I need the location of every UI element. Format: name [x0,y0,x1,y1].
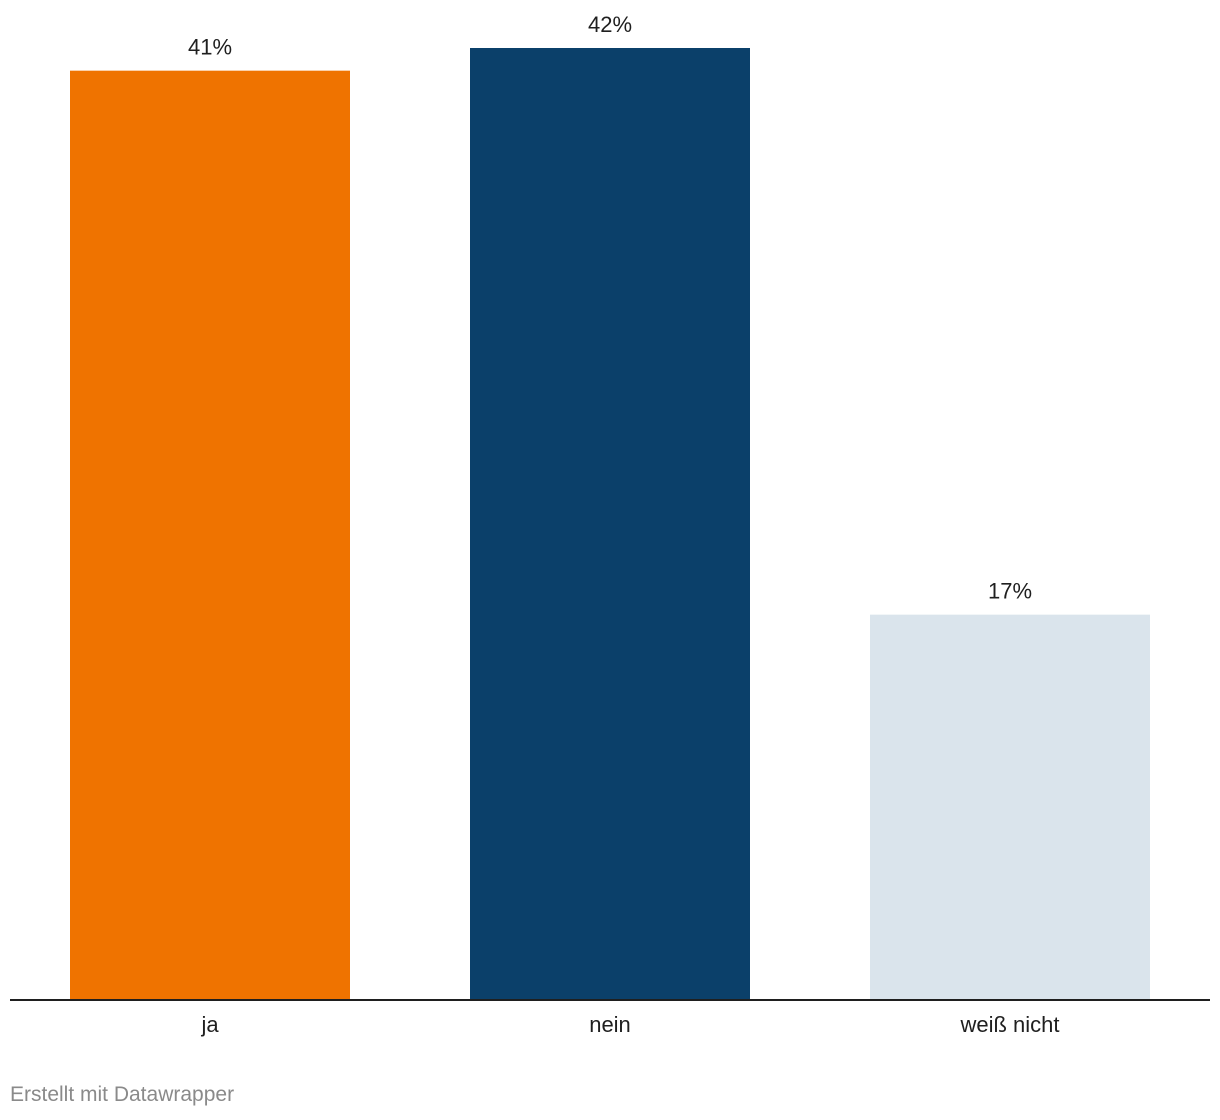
x-tick-label-1: nein [589,1012,631,1037]
value-labels-group: 41% 42% 17% [188,12,1032,604]
bar-1 [470,48,750,1000]
x-tick-label-0: ja [200,1012,219,1037]
value-label-0: 41% [188,35,232,60]
value-label-2: 17% [988,579,1032,604]
bar-0 [70,70,350,1000]
bar-2 [870,614,1150,1000]
x-tick-labels-group: ja nein weiß nicht [200,1012,1059,1037]
value-label-1: 42% [588,12,632,37]
bars-group [70,48,1150,1000]
datawrapper-credit: Erstellt mit Datawrapper [10,1083,235,1106]
x-tick-label-2: weiß nicht [959,1012,1059,1037]
